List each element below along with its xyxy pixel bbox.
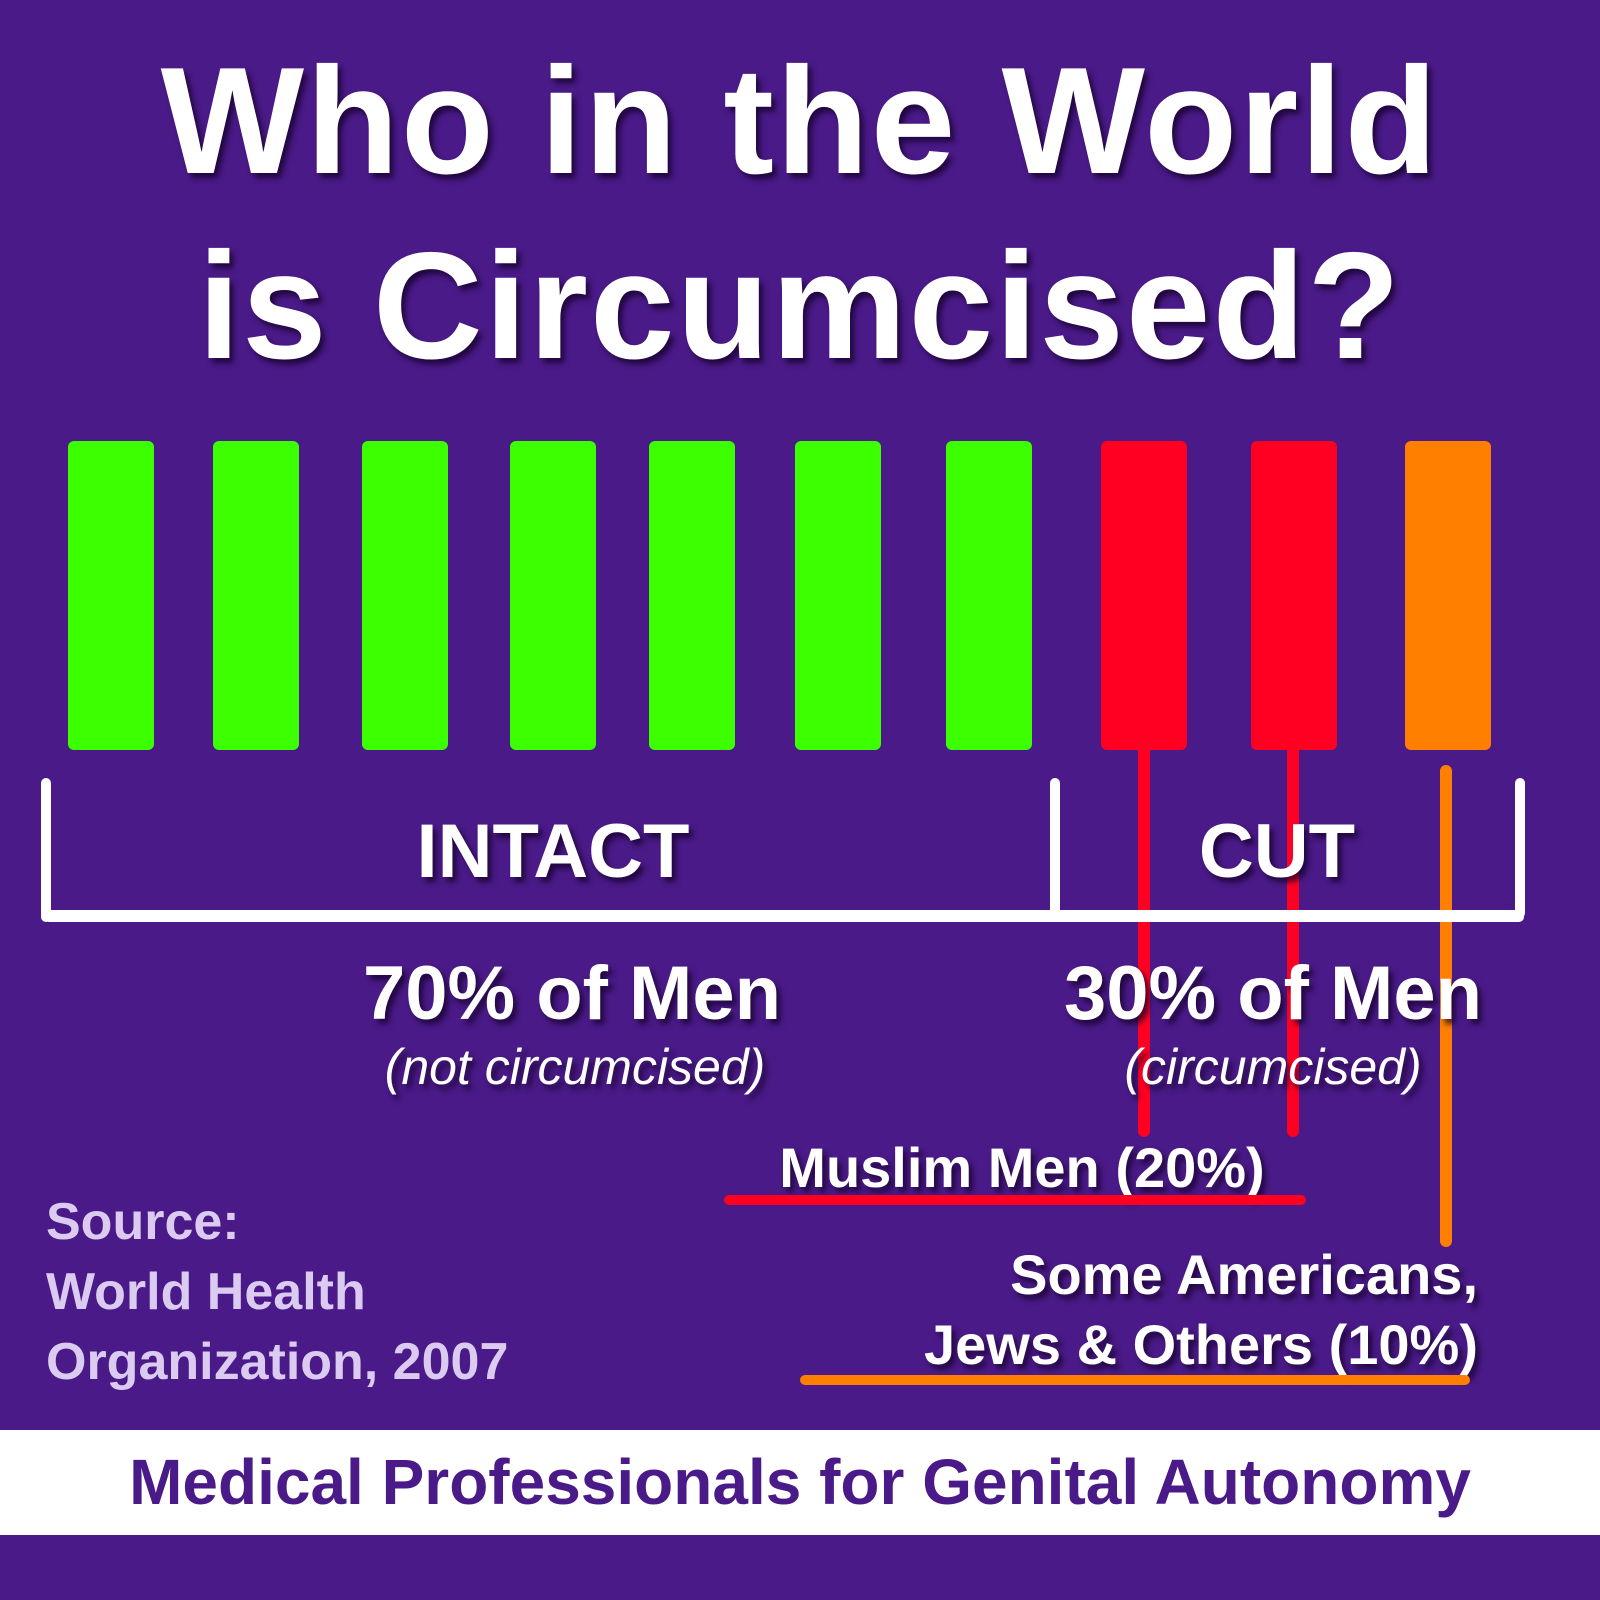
bar-intact (510, 441, 596, 750)
others-label-line-2: Jews & Others (10%) (924, 1313, 1478, 1376)
footer-text: Medical Professionals for Genital Autono… (129, 1446, 1471, 1518)
bar-intact (946, 441, 1032, 750)
title-line-2: is Circumcised? (197, 221, 1403, 391)
source-line-3: Organization, 2007 (46, 1333, 509, 1391)
muslim-connector-2 (1287, 745, 1299, 1137)
bar-intact (362, 441, 448, 750)
title-line-1: Who in the World (160, 36, 1440, 206)
bracket-right-tick (1515, 778, 1525, 918)
bar-intact (68, 441, 154, 750)
footer-banner: Medical Professionals for Genital Autono… (0, 1430, 1600, 1535)
intact-note: (not circumcised) (384, 1039, 766, 1095)
muslim-label: Muslim Men (20%) (779, 1136, 1265, 1199)
others-connector (1440, 765, 1452, 1247)
bracket-baseline (44, 910, 1524, 922)
muslim-underline (724, 1195, 1306, 1205)
bar-intact (649, 441, 735, 750)
bar-muslim (1251, 441, 1337, 750)
bar-intact (213, 441, 299, 750)
source-label: Source: (46, 1193, 240, 1251)
cut-note: (circumcised) (1124, 1039, 1422, 1095)
bracket-left-tick (41, 778, 51, 922)
source-line-2: World Health (46, 1263, 366, 1321)
intact-percent: 70% of Men (362, 951, 782, 1036)
cut-label: CUT (1198, 809, 1356, 894)
others-label-line-1: Some Americans, (1010, 1243, 1478, 1306)
bar-intact (795, 441, 881, 750)
cut-percent: 30% of Men (1063, 951, 1483, 1036)
bar-others (1405, 441, 1491, 750)
bar-muslim (1101, 441, 1187, 750)
muslim-connector-1 (1138, 745, 1150, 1137)
intact-label: INTACT (416, 809, 690, 894)
others-underline (800, 1375, 1470, 1385)
bracket-divider (1050, 778, 1060, 922)
